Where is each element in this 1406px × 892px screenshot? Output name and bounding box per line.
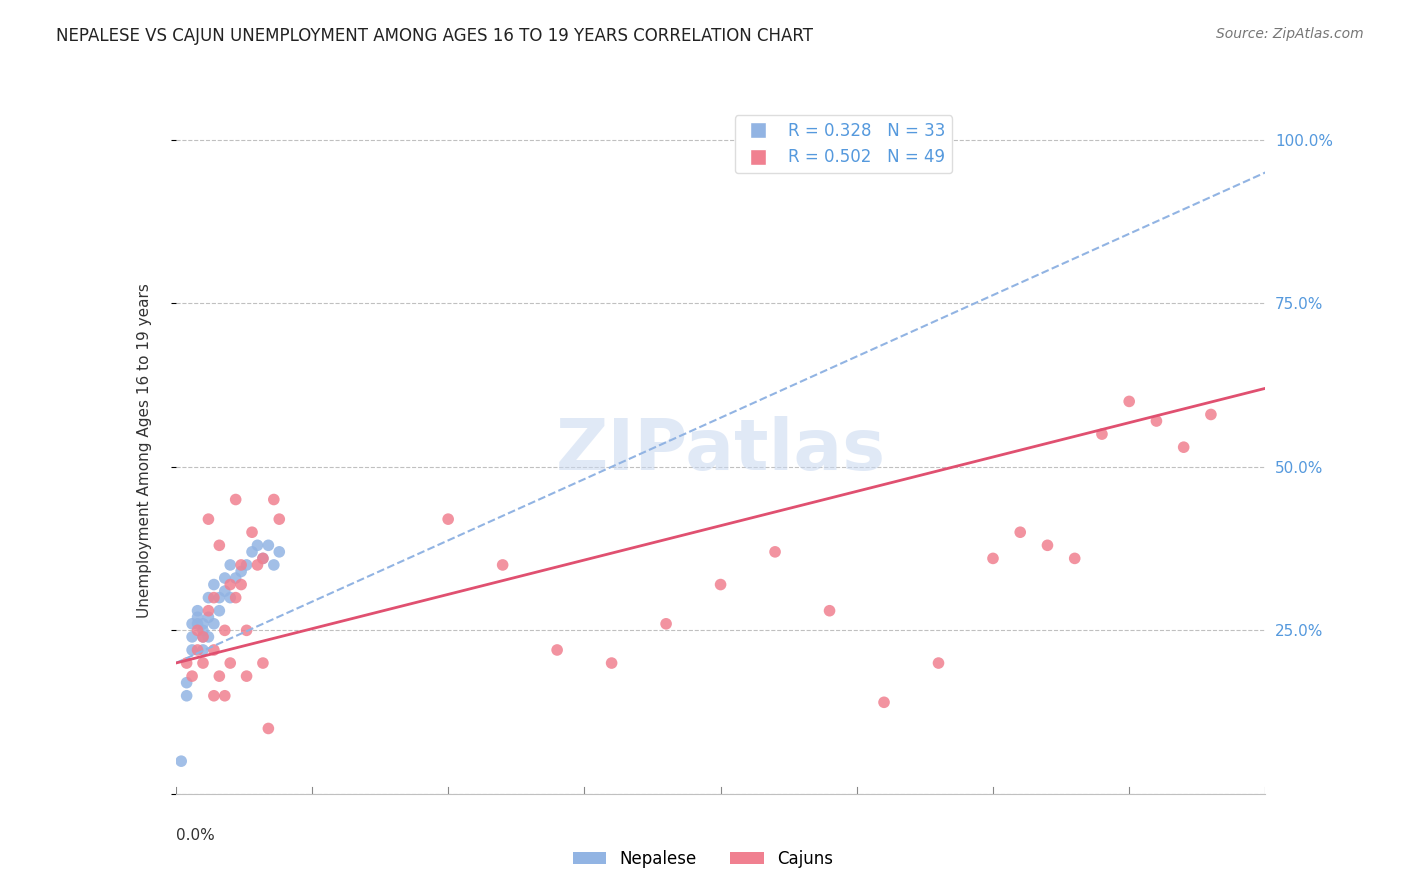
Point [225,571,247,585]
Point [197,610,219,624]
Point [225,591,247,605]
Point [1091,427,1114,442]
Point [219,656,242,670]
Point [263,492,285,507]
Point [1036,538,1059,552]
Point [176,656,198,670]
Point [1118,394,1140,409]
Point [269,545,291,559]
Point [202,643,225,657]
Point [928,656,950,670]
Point [246,558,269,572]
Point [208,538,231,552]
Point [197,512,219,526]
Point [197,591,219,605]
Point [235,669,257,683]
Point [818,604,841,618]
Point [186,643,209,657]
Point [181,616,204,631]
Point [219,591,242,605]
Point [214,689,236,703]
Point [202,689,225,703]
Point [219,577,242,591]
Point [240,525,263,540]
Point [1173,440,1195,454]
Point [1199,408,1222,422]
Point [202,591,225,605]
Point [546,643,568,657]
Point [197,630,219,644]
Point [191,643,214,657]
Point [214,571,236,585]
Point [191,624,214,638]
Point [214,624,236,638]
Point [600,656,623,670]
Point [981,551,1004,566]
Point [181,669,204,683]
Point [202,577,225,591]
Point [231,558,253,572]
Point [240,545,263,559]
Point [873,695,896,709]
Point [208,604,231,618]
Point [170,754,193,768]
Point [208,669,231,683]
Point [176,675,198,690]
Point [655,616,678,631]
Point [214,584,236,599]
Point [269,512,291,526]
Point [197,604,219,618]
Point [257,538,280,552]
Point [235,558,257,572]
Point [191,630,214,644]
Point [763,545,786,559]
Legend: R = 0.328   N = 33, R = 0.502   N = 49: R = 0.328 N = 33, R = 0.502 N = 49 [734,115,952,173]
Point [231,565,253,579]
Point [225,492,247,507]
Point [252,656,274,670]
Text: 0.0%: 0.0% [176,828,215,843]
Text: ZIPatlas: ZIPatlas [555,416,886,485]
Point [186,616,209,631]
Point [235,624,257,638]
Point [252,551,274,566]
Point [1144,414,1167,428]
Point [219,558,242,572]
Text: NEPALESE VS CAJUN UNEMPLOYMENT AMONG AGES 16 TO 19 YEARS CORRELATION CHART: NEPALESE VS CAJUN UNEMPLOYMENT AMONG AGE… [56,27,813,45]
Text: Source: ZipAtlas.com: Source: ZipAtlas.com [1216,27,1364,41]
Y-axis label: Unemployment Among Ages 16 to 19 years: Unemployment Among Ages 16 to 19 years [138,283,152,618]
Point [208,591,231,605]
Point [191,656,214,670]
Point [186,604,209,618]
Point [176,689,198,703]
Point [246,538,269,552]
Point [191,630,214,644]
Point [186,624,209,638]
Point [181,630,204,644]
Point [710,577,733,591]
Point [263,558,285,572]
Point [231,577,253,591]
Point [492,558,515,572]
Point [1063,551,1085,566]
Point [1010,525,1032,540]
Point [202,616,225,631]
Point [191,616,214,631]
Legend: Nepalese, Cajuns: Nepalese, Cajuns [567,844,839,875]
Point [437,512,460,526]
Point [186,610,209,624]
Point [181,643,204,657]
Point [252,551,274,566]
Point [257,722,280,736]
